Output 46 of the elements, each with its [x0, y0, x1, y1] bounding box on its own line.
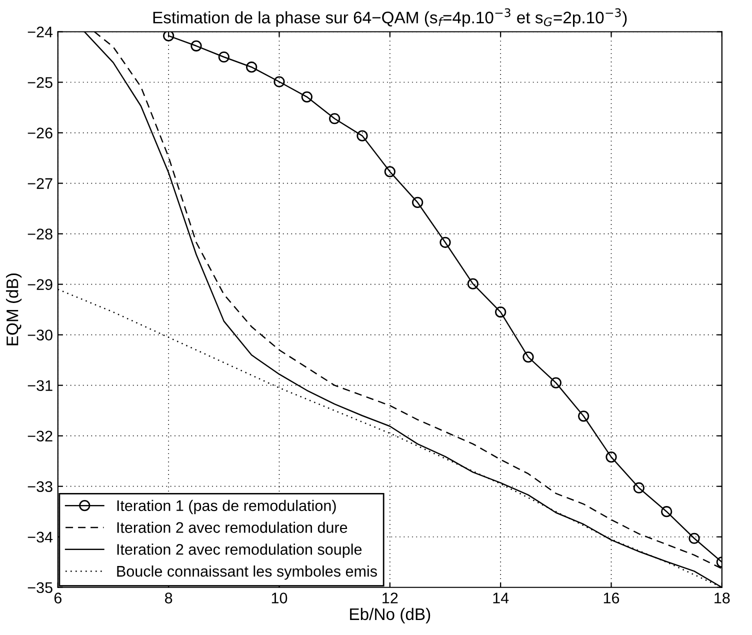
- point: [550, 377, 562, 388]
- y-tick-label: −31: [28, 380, 52, 392]
- y-tick-label: −25: [28, 77, 52, 88]
- point: [467, 278, 478, 290]
- legend-label: Iteration 2 avec remodulation souple: [117, 544, 362, 558]
- point: [495, 306, 506, 318]
- point: [412, 196, 424, 208]
- point: [661, 506, 672, 518]
- y-tick-label: −33: [28, 481, 52, 492]
- x-tick-label: 14: [493, 592, 509, 604]
- point: [329, 113, 340, 124]
- y-tick-label: −24: [28, 26, 53, 38]
- x-tick-label: 16: [604, 592, 620, 604]
- point: [246, 62, 258, 73]
- point: [606, 452, 617, 463]
- point: [688, 532, 700, 544]
- y-tick-label: −32: [28, 430, 52, 442]
- point: [356, 130, 368, 142]
- y-tick-label: −28: [28, 228, 52, 240]
- x-tick-label: 6: [54, 592, 62, 604]
- point: [190, 40, 202, 52]
- y-tick-label: −26: [28, 128, 52, 138]
- x-tick-label: 12: [382, 592, 398, 604]
- x-tick-label: 10: [272, 592, 288, 604]
- y-tick-label: −27: [28, 178, 52, 189]
- point: [633, 482, 644, 494]
- x-tick-label: 18: [714, 592, 730, 604]
- point: [163, 32, 174, 42]
- legend-label: Boucle connaissant les symboles emis: [117, 565, 377, 580]
- point: [218, 51, 230, 63]
- legend-label: Iteration 2 avec remodulation dure: [117, 522, 348, 533]
- x-tick-label: 8: [164, 592, 172, 604]
- point: [440, 236, 451, 248]
- y-tick-label: −29: [28, 279, 52, 290]
- y-tick-label: −30: [28, 330, 52, 341]
- y-tick-label: −34: [28, 532, 53, 543]
- x-axis-title: Eb/No (dB): [350, 608, 430, 624]
- legend-label: Iteration 1 (pas de remodulation): [117, 500, 336, 514]
- point: [301, 91, 312, 102]
- y-tick-label: −35: [28, 582, 52, 594]
- y-axis-title: EQM (dB): [6, 274, 22, 346]
- point: [522, 351, 534, 363]
- point: [384, 166, 396, 178]
- point: [578, 410, 590, 422]
- chart-title: Estimation de la phase sur 64−QAM (s$_{f}$=4p.10$^{−3}$ et s$_{G}$=2p.10$^{−3}$): [153, 8, 627, 27]
- point: [274, 76, 285, 88]
